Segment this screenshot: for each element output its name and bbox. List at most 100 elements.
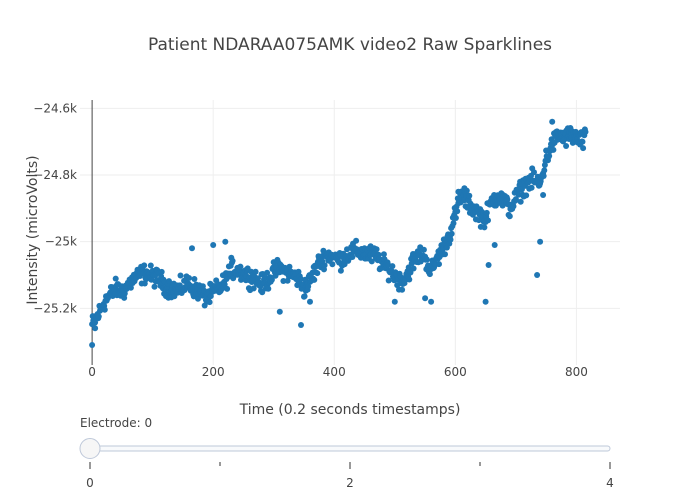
data-point [447,236,454,243]
y-tick-label: −24.8k [33,168,77,182]
data-point [307,298,313,305]
y-axis-label: Intensity (microVolts) [25,155,41,304]
data-point [482,298,489,305]
data-point [540,173,547,179]
data-point [422,295,429,302]
data-point [301,293,308,300]
data-point [399,286,406,293]
data-point [210,242,217,248]
data-point [426,271,433,278]
data-point [298,322,304,328]
data-point [229,257,236,264]
data-point [528,184,535,191]
data-point [481,224,488,231]
data-point [504,196,511,203]
x-tick-label: 400 [323,365,346,379]
data-point [353,237,360,244]
data-point [420,246,427,253]
data-point [563,143,570,149]
data-point [579,138,586,145]
data-point [166,278,172,285]
x-tick-label: 600 [444,365,467,379]
data-point [268,276,275,283]
data-point [428,298,435,305]
data-point [189,245,195,252]
x-axis-label: Time (0.2 seconds timestamps) [239,402,461,418]
data-point [461,185,468,192]
data-point [510,203,517,210]
y-tick-label: −25k [45,235,77,249]
data-point [224,285,231,292]
data-point [550,146,557,153]
data-point [252,268,259,275]
data-point [580,145,587,152]
data-point [423,256,430,263]
data-point [141,262,148,269]
data-point [222,238,229,245]
slider-tick-label: 2 [346,476,354,490]
data-point [295,268,302,275]
data-point [452,215,459,221]
data-point [368,258,375,265]
data-point [237,263,244,270]
data-point [455,188,462,195]
data-point [385,277,392,284]
x-tick-label: 0 [88,365,96,379]
data-point [95,313,102,320]
data-points [89,118,589,348]
data-point [92,325,99,332]
x-tick-label: 200 [202,365,225,379]
data-point [337,267,344,274]
data-point [491,242,498,248]
slider-tick-label: 0 [86,476,94,490]
data-point [512,196,519,203]
data-point [380,251,387,258]
data-point [89,342,96,348]
data-point [259,289,266,296]
data-point [151,283,158,290]
slider-track[interactable] [89,445,611,452]
data-point [373,246,380,253]
data-point [112,275,119,282]
data-point [121,294,128,301]
data-point [531,169,537,176]
slider-handle[interactable] [79,438,101,459]
data-point [540,192,547,198]
tick-labels: −25.2k −25k −24.8k −24.6k 0 200 400 600 800 [33,101,588,379]
data-point [186,275,192,281]
data-point [546,153,553,159]
y-tick-label: −25.2k [33,301,77,315]
data-point [541,167,548,174]
slider-current-label: Electrode: 0 [80,416,152,430]
grid [80,100,620,365]
electrode-slider[interactable]: Electrode: 0 0 2 4 [79,416,614,490]
data-point [276,308,283,315]
data-point [158,268,165,275]
data-point [466,192,473,199]
data-point [391,298,398,305]
data-point [305,283,312,290]
data-point [534,272,541,278]
data-point [454,208,461,215]
data-point [483,209,490,216]
data-point [286,263,293,270]
slider-ticks: 0 2 4 [86,462,614,490]
data-point [448,230,455,237]
data-point [485,217,491,224]
data-point [206,299,213,306]
slider-tick-label: 4 [606,476,614,490]
data-point [329,261,336,268]
data-point [264,269,271,276]
data-point [191,276,198,282]
data-point [265,285,272,292]
data-point [406,276,413,283]
x-tick-label: 800 [565,365,588,379]
data-point [549,118,556,125]
data-point [506,213,513,220]
data-point [442,251,448,258]
data-point [485,262,492,268]
data-point [314,270,321,277]
data-point [582,128,589,135]
data-point [127,284,134,291]
